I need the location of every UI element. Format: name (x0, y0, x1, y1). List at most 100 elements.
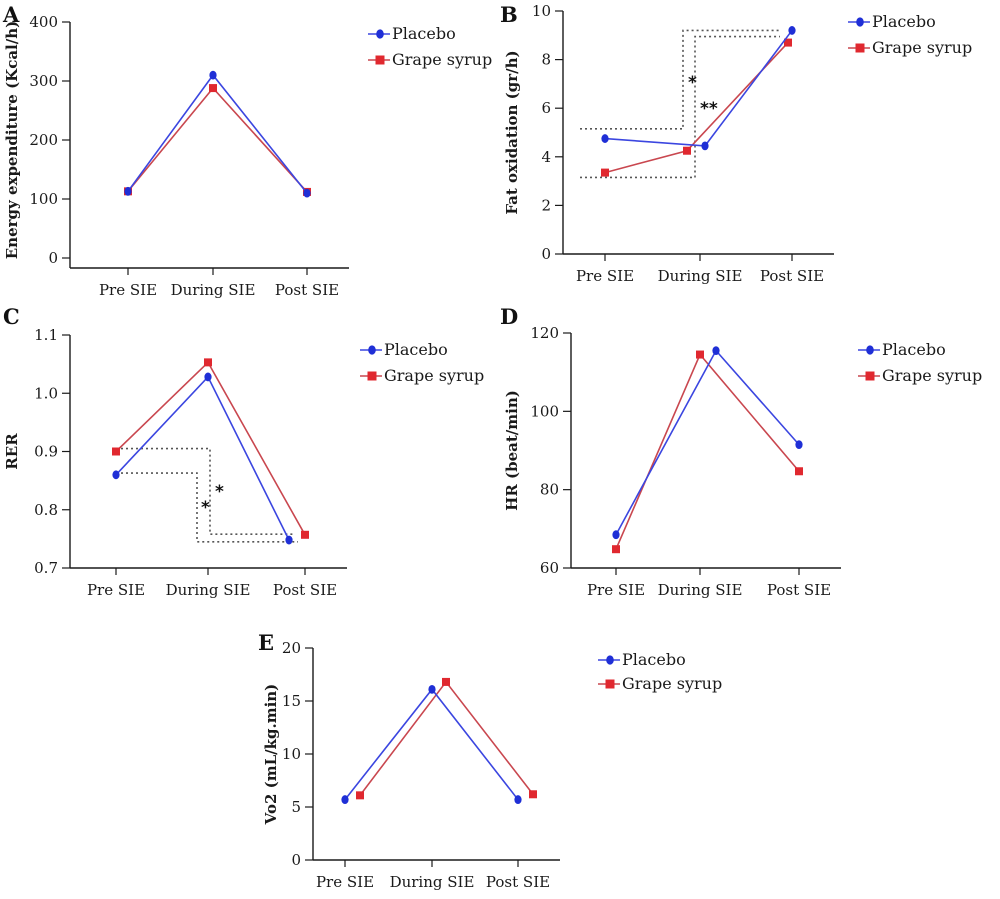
y-tick-label: 15 (282, 692, 301, 710)
placebo-series-line (604, 29, 793, 147)
legend: Placebo Grape syrup (598, 650, 722, 693)
y-axis-title: Energy expenditure (Kcal/h) (3, 21, 21, 260)
grape-syrup-point (683, 146, 691, 155)
grape-syrup-point (795, 467, 803, 476)
legend-label: Grape syrup (622, 674, 722, 693)
y-tick-label: 2 (541, 196, 551, 214)
grape-syrup-point (529, 790, 537, 799)
legend-grape-syrup-marker (605, 679, 615, 689)
legend-label: Grape syrup (392, 50, 492, 69)
placebo-point (514, 795, 522, 804)
panel-letter: E (258, 630, 274, 655)
legend-label: Grape syrup (872, 38, 972, 57)
grape-syrup-point (204, 358, 212, 367)
grape-syrup-series-line (115, 361, 306, 536)
y-tick-label: 0.7 (34, 559, 58, 577)
placebo-point (285, 535, 293, 545)
legend-grape-syrup-marker (855, 43, 865, 53)
legend-placebo-marker (866, 345, 874, 355)
significance-bracket (580, 29, 780, 130)
legend-label: Placebo (384, 340, 448, 359)
significance-marker: * (688, 73, 697, 93)
grape-syrup-series-line (615, 353, 800, 550)
grape-syrup-point (356, 791, 364, 800)
y-tick-label: 0 (291, 851, 301, 869)
y-tick-label: 10 (282, 745, 301, 763)
legend-label: Placebo (392, 24, 456, 43)
y-axis-title: RER (3, 433, 21, 470)
y-tick-label: 400 (29, 13, 58, 31)
placebo-point (788, 26, 796, 35)
grape-syrup-series-line (359, 680, 534, 796)
grape-syrup-point (696, 350, 704, 359)
grape-syrup-point (112, 447, 120, 456)
x-tick-label: During SIE (658, 267, 743, 285)
placebo-point (428, 684, 436, 694)
grape-syrup-point (612, 545, 620, 554)
significance-marker: * (215, 482, 224, 502)
x-tick-label: Pre SIE (587, 581, 645, 599)
y-tick-label: 4 (541, 148, 551, 166)
y-tick-label: 1.1 (34, 326, 58, 344)
x-tick-label: Post SIE (486, 873, 550, 891)
x-tick-label: Post SIE (760, 267, 824, 285)
grape-syrup-point (784, 38, 792, 47)
y-tick-label: 6 (541, 99, 551, 117)
chart-panel-c: C 0.7 0.8 0.9 1.0 1.1 Pre SIE During SIE Post SI… (3, 304, 484, 599)
legend-label: Grape syrup (882, 366, 982, 385)
y-tick-label: 0 (541, 245, 551, 263)
legend-label: Placebo (622, 650, 686, 669)
legend-label: Placebo (882, 340, 946, 359)
placebo-point (601, 134, 609, 143)
placebo-series-line (615, 349, 800, 536)
placebo-point (124, 186, 132, 196)
y-tick-label: 5 (291, 798, 301, 816)
grape-syrup-point (301, 530, 309, 539)
x-tick-label: During SIE (171, 281, 256, 299)
legend-grape-syrup-marker (865, 371, 875, 381)
y-tick-label: 100 (530, 402, 559, 420)
legend-placebo-marker (368, 345, 376, 355)
grape-syrup-series-line (127, 86, 308, 193)
x-tick-label: During SIE (166, 581, 251, 599)
placebo-point (303, 188, 311, 198)
chart-panel-e: E 0 5 10 15 20 Pre SIE During SIE Post SIE Vo2 (m… (258, 630, 722, 891)
y-axis-title: Vo2 (mL/kg.min) (262, 684, 280, 826)
y-axis-title: HR (beat/min) (503, 390, 521, 511)
y-tick-label: 0.8 (34, 501, 58, 519)
chart-panel-a: A 0 100 200 300 400 Pre SIE During SIE Post SIE E… (2, 2, 492, 299)
x-tick-label: Post SIE (273, 581, 337, 599)
y-tick-label: 8 (541, 51, 551, 69)
significance-bracket (116, 447, 295, 536)
x-tick-label: Pre SIE (87, 581, 145, 599)
y-axis-title: Fat oxidation (gr/h) (503, 50, 521, 214)
y-tick-label: 60 (540, 559, 559, 577)
x-tick-label: Pre SIE (316, 873, 374, 891)
y-tick-label: 100 (29, 190, 58, 208)
x-tick-label: During SIE (658, 581, 743, 599)
placebo-point (612, 530, 620, 540)
panel-letter: A (2, 2, 20, 27)
chart-panel-d: D 60 80 100 120 Pre SIE During SIE Post SIE HR (… (500, 304, 982, 599)
legend: Placebo Grape syrup (858, 340, 982, 385)
legend-label: Grape syrup (384, 366, 484, 385)
y-tick-label: 10 (532, 2, 551, 20)
grape-syrup-point (442, 677, 450, 686)
chart-panel-b: B 0 2 4 6 8 10 Pre SIE During SIE Post SIE Fat oxi… (500, 2, 972, 285)
y-tick-label: 300 (29, 72, 58, 90)
panel-letter: C (3, 304, 20, 329)
y-tick-label: 120 (530, 324, 559, 342)
x-tick-label: Pre SIE (576, 267, 634, 285)
legend-label: Placebo (872, 12, 936, 31)
y-tick-label: 20 (282, 639, 301, 657)
legend-placebo-marker (856, 17, 864, 27)
grape-syrup-series-line (604, 42, 789, 174)
panel-letter: D (500, 304, 518, 329)
placebo-point (712, 346, 720, 356)
placebo-series-line (344, 688, 519, 801)
significance-bracket (116, 472, 298, 543)
y-tick-label: 0 (48, 249, 58, 267)
placebo-point (112, 470, 120, 480)
legend-placebo-marker (606, 655, 614, 665)
